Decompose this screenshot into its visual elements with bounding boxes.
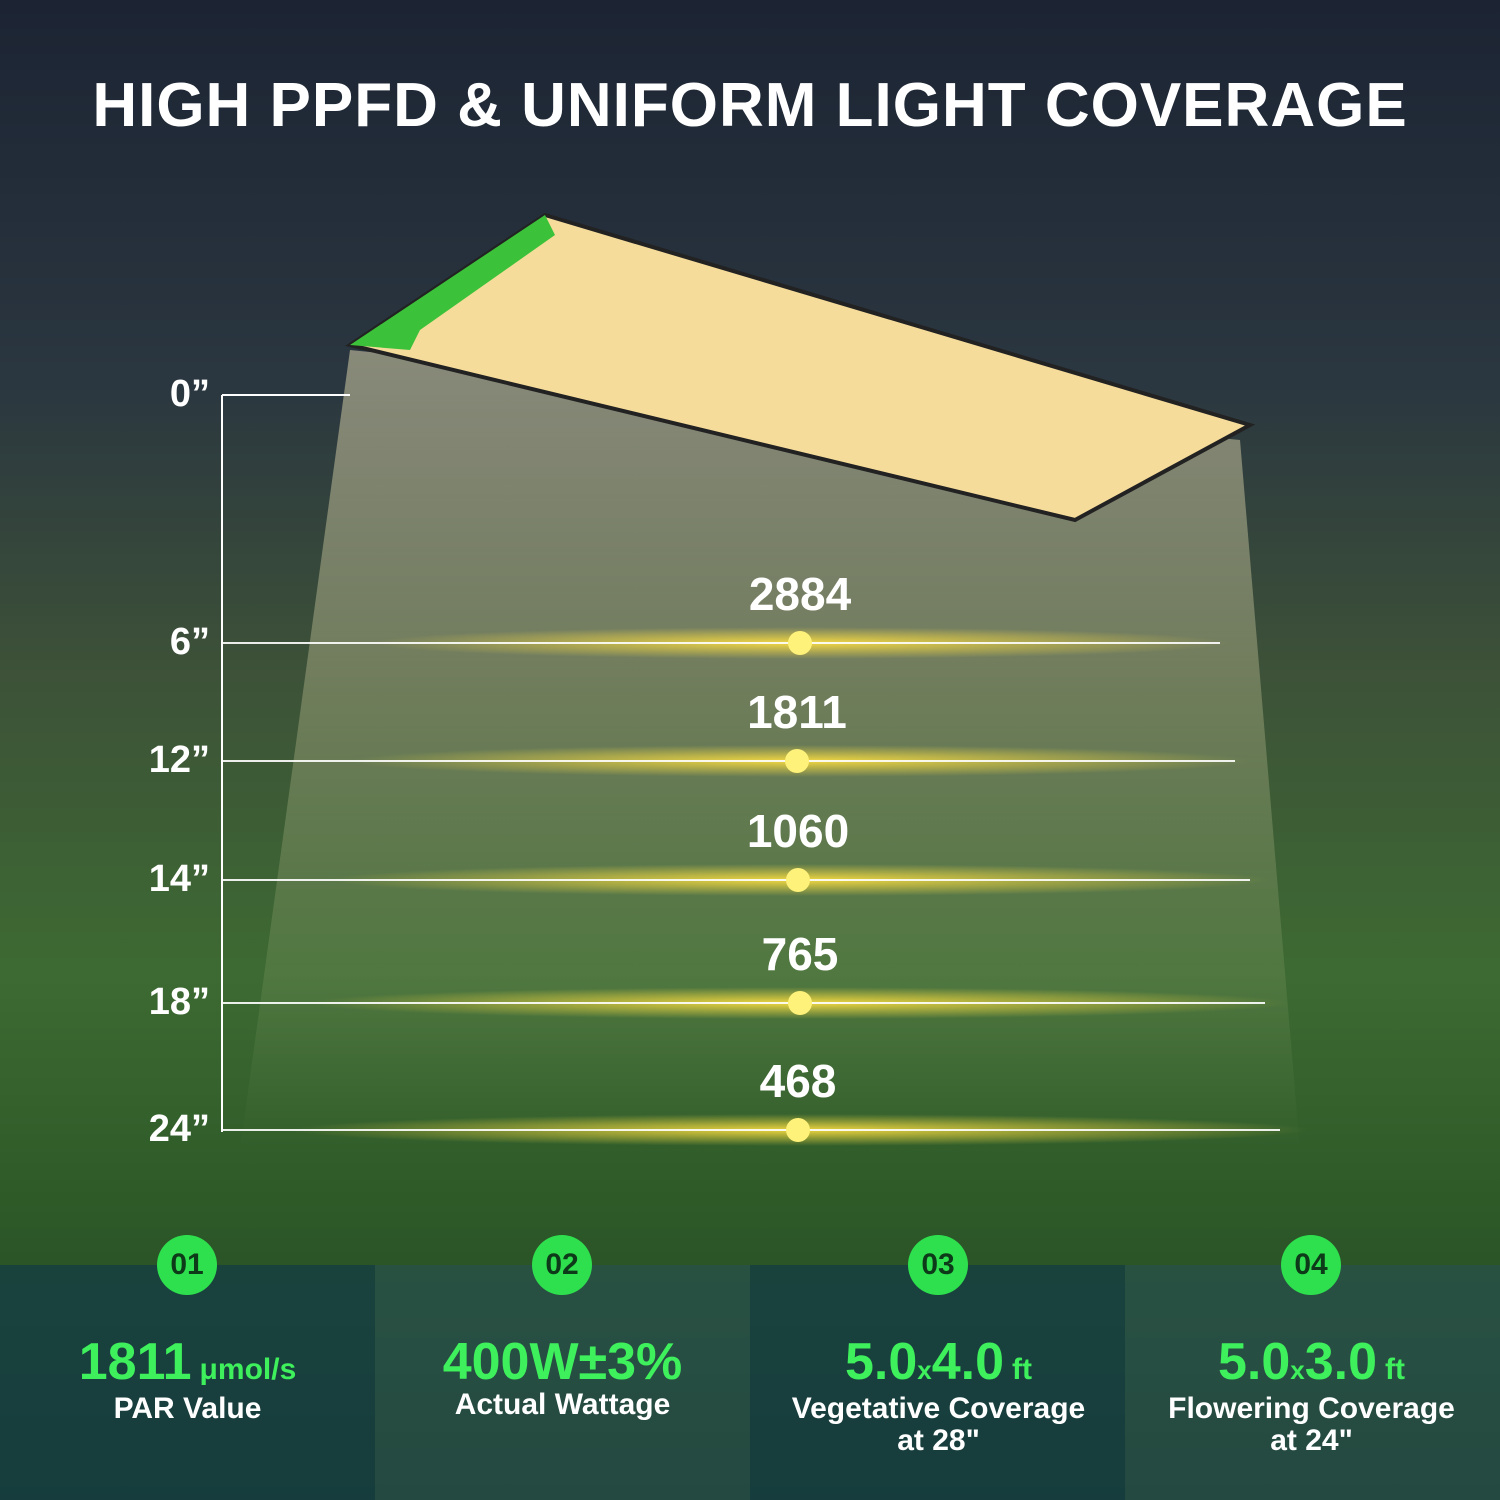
feature-value: 5.0x4.0 ft	[751, 1332, 1126, 1392]
feature-panel	[0, 1265, 375, 1500]
height-label: 6”	[169, 621, 210, 663]
coverage-depth: 4.0	[931, 1333, 1005, 1391]
light-bracket	[350, 215, 555, 350]
feature-badge: 01	[157, 1235, 217, 1295]
ppfd-value: 765	[761, 928, 839, 980]
feature-number: 1811	[78, 1333, 192, 1391]
coverage-width: 5.0	[1217, 1333, 1291, 1391]
feature-badge: 04	[1281, 1235, 1341, 1295]
ppfd-value: 2884	[748, 568, 852, 620]
feature-value: 400W±3%	[375, 1332, 750, 1392]
feature-number: 400W±3%	[442, 1333, 683, 1391]
ppfd-value: 1060	[746, 805, 850, 857]
reading-dot	[785, 749, 809, 773]
coverage-unit: ft	[1385, 1353, 1406, 1386]
height-label: 0”	[169, 373, 210, 415]
feature-unit: μmol/s	[199, 1353, 297, 1386]
coverage-width: 5.0	[844, 1333, 918, 1391]
coverage-depth: 3.0	[1304, 1333, 1378, 1391]
feature-badge: 02	[532, 1235, 592, 1295]
feature-panel	[375, 1265, 750, 1500]
reading-dot	[788, 631, 812, 655]
feature-badge: 03	[908, 1235, 968, 1295]
feature-label: Flowering Coverage	[1168, 1392, 1455, 1425]
feature-label: Vegetative Coverage	[791, 1392, 1086, 1425]
feature-value: 5.0x3.0 ft	[1124, 1332, 1499, 1392]
feature-label: PAR Value	[113, 1392, 262, 1425]
coverage-unit: ft	[1012, 1353, 1033, 1386]
ppfd-value: 468	[759, 1055, 837, 1107]
reading-dot	[786, 1118, 810, 1142]
reading-dot	[788, 991, 812, 1015]
feature-label: Actual Wattage	[454, 1388, 671, 1421]
feature-sublabel: at 24"	[1270, 1424, 1353, 1457]
title: HIGH PPFD & UNIFORM LIGHT COVERAGE	[92, 71, 1408, 140]
height-label: 18”	[148, 981, 210, 1023]
feature-sublabel: at 28"	[897, 1424, 980, 1457]
coverage-times: x	[1290, 1355, 1305, 1385]
feature-panel	[1125, 1265, 1500, 1500]
ppfd-value: 1811	[747, 686, 847, 738]
height-label: 12”	[148, 739, 210, 781]
height-label: 24”	[148, 1108, 210, 1150]
feature-panel	[750, 1265, 1125, 1500]
height-label: 14”	[148, 858, 210, 900]
reading-dot	[786, 868, 810, 892]
coverage-times: x	[917, 1355, 932, 1385]
feature-value: 1811 μmol/s	[0, 1332, 375, 1392]
